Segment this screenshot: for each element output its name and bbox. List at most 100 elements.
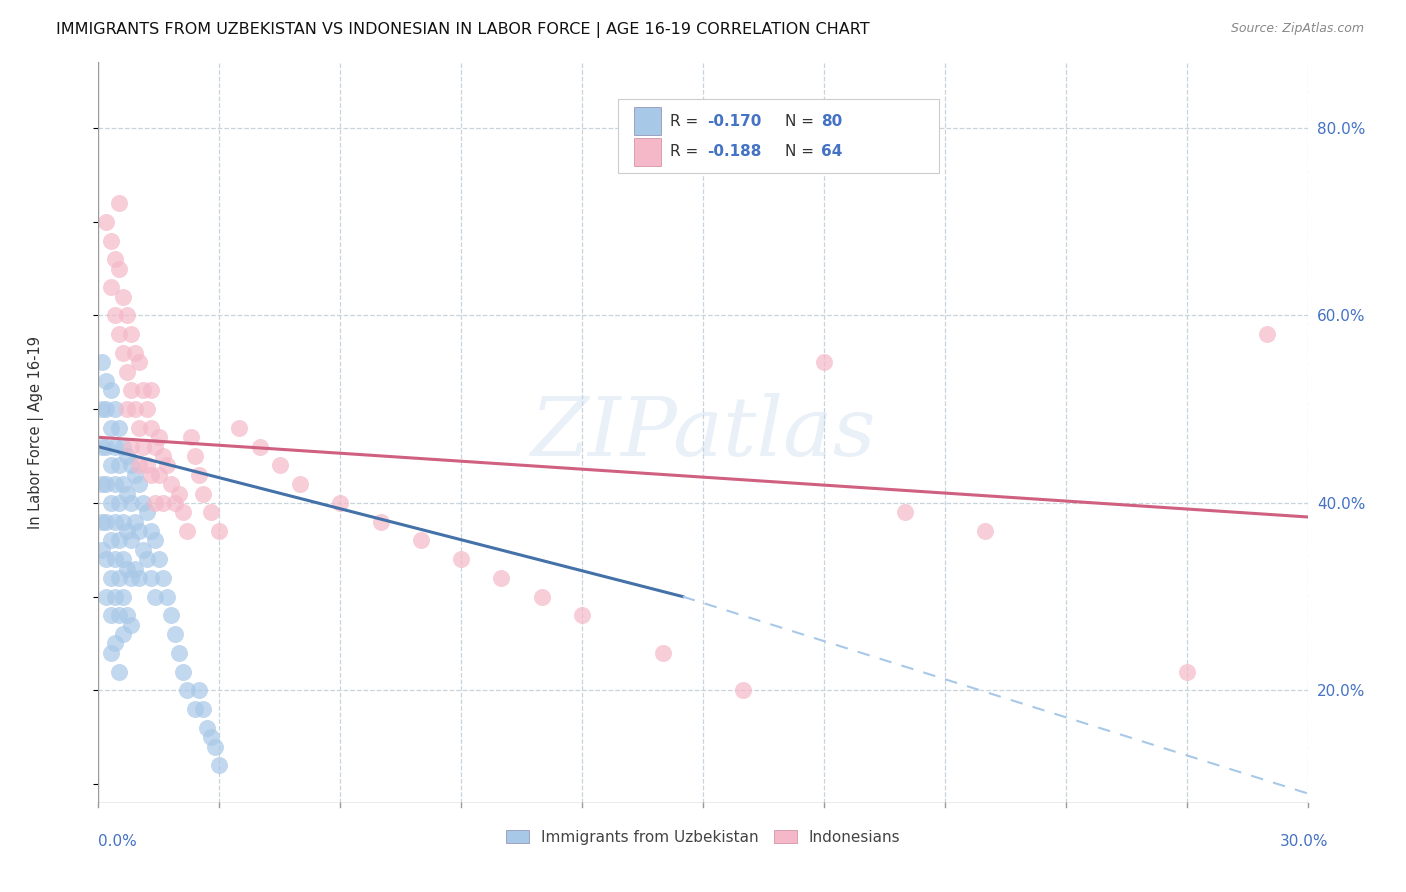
Point <box>111 346 134 360</box>
Point <box>128 355 150 369</box>
Point <box>124 515 146 529</box>
Point <box>139 524 162 538</box>
Text: N =: N = <box>785 145 820 160</box>
Point <box>160 477 183 491</box>
Point <box>100 533 122 548</box>
Point <box>111 627 134 641</box>
Point <box>176 683 198 698</box>
Point <box>1256 327 1278 342</box>
Point <box>100 608 122 623</box>
Point <box>135 458 157 473</box>
Point <box>120 533 142 548</box>
Point <box>91 440 114 454</box>
Point <box>107 571 129 585</box>
Point <box>651 646 673 660</box>
Point <box>152 496 174 510</box>
Point <box>167 646 190 660</box>
Point <box>152 571 174 585</box>
Point <box>100 571 122 585</box>
Point <box>269 458 291 473</box>
Point <box>91 542 114 557</box>
Point <box>103 309 125 323</box>
Point <box>120 384 142 398</box>
Point <box>103 402 125 417</box>
Point <box>107 261 129 276</box>
Point <box>115 449 138 463</box>
Legend: Immigrants from Uzbekistan, Indonesians: Immigrants from Uzbekistan, Indonesians <box>499 823 907 851</box>
Point <box>184 702 207 716</box>
Point <box>195 721 218 735</box>
FancyBboxPatch shape <box>634 137 661 166</box>
Point <box>139 384 162 398</box>
Point <box>115 365 138 379</box>
Point <box>96 440 118 454</box>
Point <box>132 542 155 557</box>
Point <box>143 440 166 454</box>
Point <box>188 683 211 698</box>
Point <box>893 505 915 519</box>
Point <box>100 384 122 398</box>
Text: N =: N = <box>785 113 820 128</box>
Point <box>107 421 129 435</box>
Point <box>208 524 231 538</box>
Point <box>208 758 231 772</box>
Point <box>111 590 134 604</box>
Point <box>100 421 122 435</box>
Point <box>172 665 194 679</box>
Point <box>143 533 166 548</box>
Point <box>107 533 129 548</box>
Point <box>115 309 138 323</box>
Point <box>128 571 150 585</box>
Point <box>176 524 198 538</box>
Point <box>100 496 122 510</box>
Point <box>115 486 138 500</box>
Point <box>143 590 166 604</box>
Point <box>530 590 553 604</box>
Point <box>163 627 186 641</box>
Point <box>91 355 114 369</box>
Point <box>96 477 118 491</box>
Point <box>124 467 146 482</box>
Text: 30.0%: 30.0% <box>1281 834 1329 849</box>
Point <box>228 421 250 435</box>
Point <box>111 290 134 304</box>
Point <box>148 467 170 482</box>
Point <box>135 402 157 417</box>
Point <box>120 496 142 510</box>
Point <box>111 477 134 491</box>
Point <box>163 496 186 510</box>
Point <box>733 683 755 698</box>
Point <box>100 458 122 473</box>
Point <box>188 467 211 482</box>
Point <box>135 552 157 566</box>
Point <box>200 505 222 519</box>
Point <box>156 458 179 473</box>
Point <box>288 477 311 491</box>
Point <box>139 571 162 585</box>
Point <box>143 496 166 510</box>
Point <box>135 505 157 519</box>
Point <box>249 440 271 454</box>
Text: R =: R = <box>671 113 703 128</box>
Point <box>107 496 129 510</box>
Point <box>96 374 118 388</box>
Point <box>180 430 202 444</box>
Point <box>193 702 215 716</box>
Point <box>409 533 432 548</box>
Point <box>103 440 125 454</box>
Text: IMMIGRANTS FROM UZBEKISTAN VS INDONESIAN IN LABOR FORCE | AGE 16-19 CORRELATION : IMMIGRANTS FROM UZBEKISTAN VS INDONESIAN… <box>56 22 870 38</box>
Point <box>103 552 125 566</box>
Point <box>111 440 134 454</box>
Point <box>124 402 146 417</box>
Point <box>115 402 138 417</box>
Text: Source: ZipAtlas.com: Source: ZipAtlas.com <box>1230 22 1364 36</box>
Point <box>1175 665 1198 679</box>
Text: ZIPatlas: ZIPatlas <box>530 392 876 473</box>
Point <box>120 617 142 632</box>
Point <box>156 590 179 604</box>
Point <box>96 590 118 604</box>
Point <box>100 280 122 294</box>
Point <box>128 458 150 473</box>
Text: 64: 64 <box>821 145 842 160</box>
Point <box>132 384 155 398</box>
